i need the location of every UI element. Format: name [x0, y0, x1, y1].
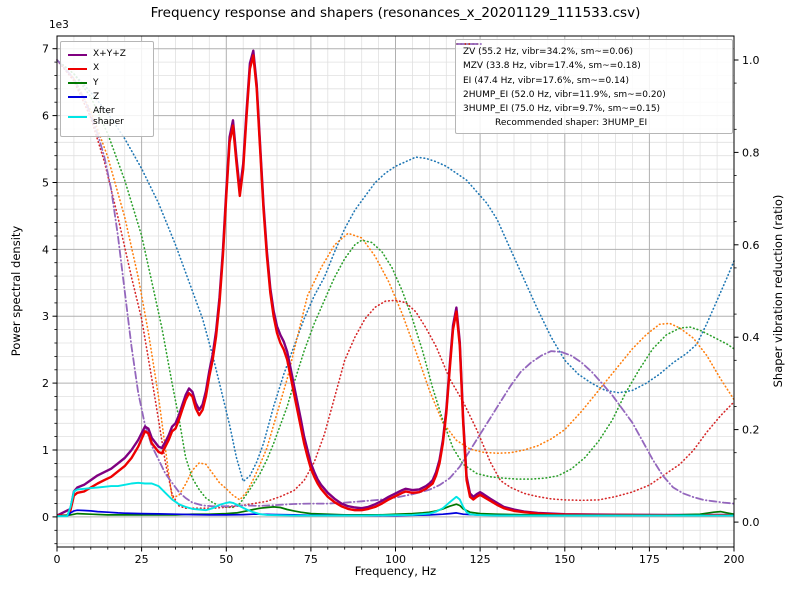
x-tick-label: 200 [724, 553, 745, 566]
y-right-tick-label: 0.6 [742, 239, 760, 252]
legend-entry-label: MZV (33.8 Hz, vibr=17.4%, sm~=0.18) [463, 61, 641, 72]
legend-entry-ei: EI (47.4 Hz, vibr=17.6%, sm~=0.14) [456, 43, 725, 87]
legend-entry-label: Z [93, 91, 100, 102]
legend-line-swatch [68, 96, 87, 99]
legend-entry-2hump_ei: 2HUMP_EI (52.0 Hz, vibr=11.9%, sm~=0.20) [456, 43, 725, 101]
y-axis-left-label: Power spectral density [9, 225, 23, 357]
legend-entry-after-shaper: After shaper [68, 106, 146, 129]
x-tick-label: 175 [639, 553, 660, 566]
legend-line-swatch [68, 116, 87, 119]
x-tick-label: 25 [135, 553, 149, 566]
y-left-tick-label: 3 [42, 310, 49, 323]
legend-entry-3hump_ei: 3HUMP_EI (75.0 Hz, vibr=9.7%, sm~=0.15) [456, 43, 725, 115]
curve-psd-z [57, 509, 734, 518]
curve-shaper-2hump_ei [56, 59, 735, 509]
y-right-tick-label: 0.2 [742, 424, 760, 437]
legend-entry-z: Z [68, 92, 146, 103]
legend-entry-label: X [93, 63, 100, 74]
x-tick-label: 150 [554, 553, 575, 566]
legend-entry-label: After shaper [93, 106, 124, 128]
y-left-tick-label: 1 [42, 444, 49, 457]
curve-shaper-ei [56, 59, 735, 509]
curve-shaper-zv [56, 59, 735, 483]
curve-shaper-mzv [56, 59, 735, 501]
y-left-tick-label: 5 [42, 176, 49, 189]
legend-entry-label: X+Y+Z [93, 49, 126, 59]
legend-line-swatch [68, 82, 87, 85]
y-left-tick-label: 4 [42, 243, 49, 256]
legend-entry-label: EI (47.4 Hz, vibr=17.6%, sm~=0.14) [463, 75, 630, 86]
y-right-tick-label: 0.8 [742, 146, 760, 159]
chart-title: Frequency response and shapers (resonanc… [150, 5, 641, 21]
x-tick-label: 75 [304, 553, 318, 566]
y-left-tick-label: 6 [42, 110, 49, 123]
x-tick-label: 50 [219, 553, 233, 566]
y-right-tick-label: 0.0 [742, 516, 760, 529]
y-axis-offset-text: 1e3 [49, 19, 69, 31]
legend-entry-label: 2HUMP_EI (52.0 Hz, vibr=11.9%, sm~=0.20) [463, 89, 666, 100]
y-left-tick-label: 7 [42, 43, 49, 56]
y-right-tick-label: 0.4 [742, 331, 760, 344]
x-tick-label: 100 [385, 553, 406, 566]
curve-psd-after-shaper [57, 481, 734, 518]
y-right-tick-label: 1.0 [742, 54, 760, 67]
legend-line-swatch [456, 43, 482, 45]
legend-entry-x-y-z: X+Y+Z [68, 49, 146, 60]
legend-entry-mzv: MZV (33.8 Hz, vibr=17.4%, sm~=0.18) [456, 43, 725, 72]
legend-psd: X+Y+Z X Y Z After shaper [60, 41, 154, 137]
legend-line-swatch [68, 53, 87, 56]
legend-entry-y: Y [68, 78, 146, 89]
legend-entry-label: Y [93, 77, 99, 88]
legend-entry-label: ZV (55.2 Hz, vibr=34.2%, sm~=0.06) [463, 47, 633, 57]
legend-entry-label: 3HUMP_EI (75.0 Hz, vibr=9.7%, sm~=0.15) [463, 104, 661, 114]
x-tick-label: 0 [54, 553, 61, 566]
y-axis-right-label: Shaper vibration reduction (ratio) [771, 194, 785, 388]
x-tick-label: 125 [470, 553, 491, 566]
legend-shapers: ZV (55.2 Hz, vibr=34.2%, sm~=0.06) MZV (3… [455, 39, 733, 135]
legend-entry-x: X [68, 63, 146, 74]
legend-line-swatch [68, 67, 87, 70]
legend-entry-zv: ZV (55.2 Hz, vibr=34.2%, sm~=0.06) [456, 43, 725, 58]
y-left-tick-label: 2 [42, 377, 49, 390]
curve-psd-x [57, 54, 734, 517]
recommended-shaper-text: Recommended shaper: 3HUMP_EI [495, 118, 648, 129]
x-axis-label: Frequency, Hz [354, 564, 437, 578]
y-left-tick-label: 0 [42, 511, 49, 524]
